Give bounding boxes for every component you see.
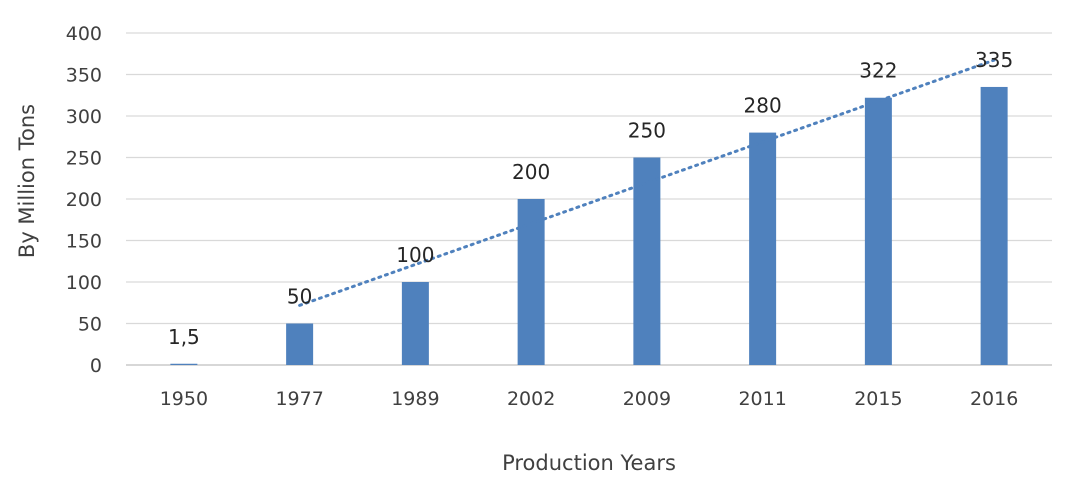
x-axis-title: Production Years: [502, 451, 676, 475]
x-tick-label: 2016: [970, 388, 1018, 410]
data-label: 335: [975, 48, 1013, 72]
x-tick-label: 2009: [623, 388, 671, 410]
x-tick-label: 2015: [854, 388, 902, 410]
x-tick-label: 2002: [507, 388, 555, 410]
bar: [170, 363, 198, 365]
y-tick-label: 0: [90, 355, 102, 377]
bar: [864, 97, 892, 366]
y-tick-label: 350: [66, 65, 102, 87]
data-label: 1,5: [168, 325, 200, 349]
y-tick-label: 50: [78, 314, 102, 336]
x-tick-label: 1950: [160, 388, 208, 410]
data-label: 200: [512, 160, 550, 184]
y-axis-ticks: 0 50 100 150 200 250 300 350 400: [66, 23, 102, 377]
bars: [170, 86, 1008, 366]
x-tick-label: 2011: [738, 388, 786, 410]
y-tick-label: 150: [66, 231, 102, 253]
bar: [401, 282, 429, 365]
y-tick-label: 200: [66, 189, 102, 211]
data-label: 100: [396, 243, 434, 267]
x-axis-ticks: 1950 1977 1989 2002 2009 2011 2015 2016: [160, 388, 1019, 410]
data-label: 250: [628, 119, 666, 143]
data-label: 322: [859, 59, 897, 83]
gridlines: [126, 32, 1052, 366]
y-tick-label: 400: [66, 23, 102, 45]
bar: [517, 199, 545, 365]
bar: [980, 86, 1008, 365]
y-tick-label: 300: [66, 106, 102, 128]
y-tick-label: 250: [66, 148, 102, 170]
data-label: 280: [744, 94, 782, 118]
y-tick-label: 100: [66, 272, 102, 294]
y-axis-title: By Million Tons: [15, 104, 39, 258]
x-tick-label: 1977: [275, 388, 323, 410]
bar: [633, 157, 661, 365]
bar: [286, 323, 314, 365]
data-labels: 1,5 50 100 200 250 280 322 335: [168, 48, 1013, 349]
bar: [749, 132, 777, 365]
data-label: 50: [287, 285, 312, 309]
x-tick-label: 1989: [391, 388, 439, 410]
